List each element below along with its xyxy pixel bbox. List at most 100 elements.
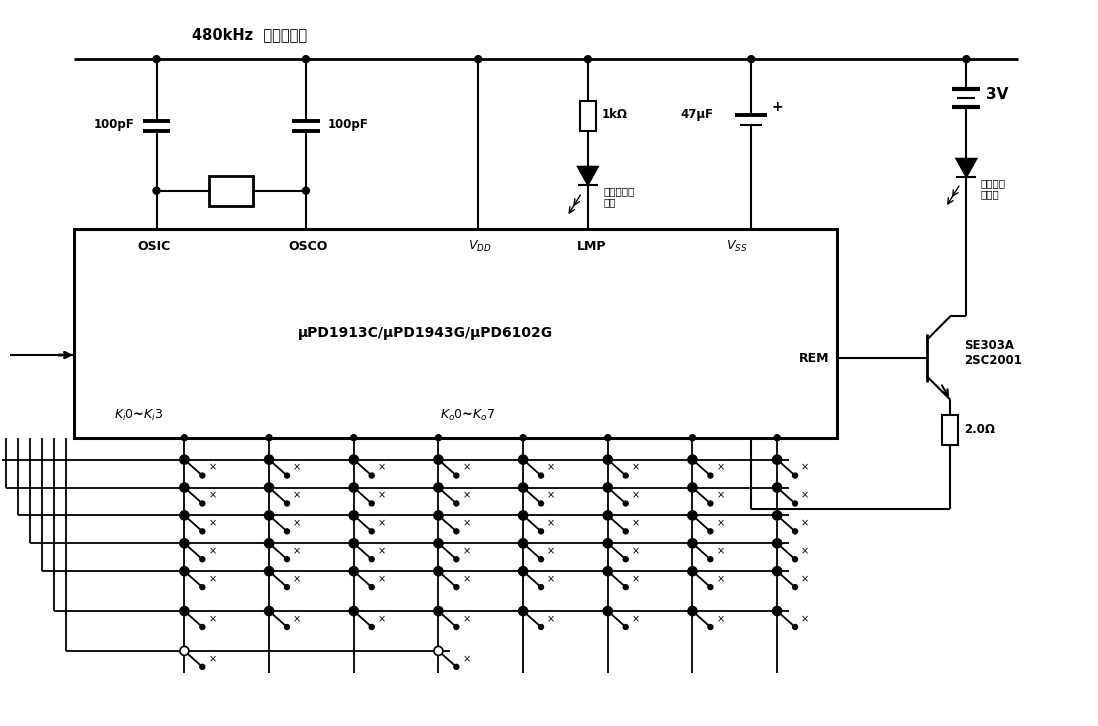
Circle shape: [774, 568, 781, 575]
Circle shape: [624, 584, 628, 590]
Text: 1kΩ: 1kΩ: [602, 108, 628, 121]
Circle shape: [773, 455, 782, 464]
Text: ×: ×: [462, 518, 470, 529]
Circle shape: [181, 512, 188, 519]
Text: 3V: 3V: [986, 86, 1009, 102]
Text: $K_i0$~$K_i3$: $K_i0$~$K_i3$: [114, 408, 164, 423]
Circle shape: [369, 473, 374, 478]
Circle shape: [435, 456, 441, 463]
Circle shape: [435, 568, 441, 575]
Text: ×: ×: [378, 574, 385, 584]
Text: REM: REM: [798, 351, 829, 364]
Circle shape: [688, 483, 697, 492]
Text: ×: ×: [462, 462, 470, 473]
Circle shape: [518, 606, 527, 616]
Circle shape: [200, 529, 205, 534]
Text: ×: ×: [293, 462, 301, 473]
Text: LMP: LMP: [578, 240, 606, 253]
Circle shape: [474, 56, 482, 62]
Circle shape: [708, 501, 713, 506]
Circle shape: [266, 456, 272, 463]
Circle shape: [603, 606, 613, 616]
Circle shape: [350, 540, 357, 547]
Circle shape: [266, 568, 272, 575]
Circle shape: [688, 456, 696, 463]
Circle shape: [434, 567, 442, 576]
Circle shape: [349, 606, 358, 616]
Circle shape: [624, 473, 628, 478]
Text: ×: ×: [547, 518, 556, 529]
Circle shape: [708, 473, 713, 478]
Circle shape: [604, 484, 612, 491]
Circle shape: [519, 568, 527, 575]
Text: ×: ×: [293, 546, 301, 556]
Circle shape: [266, 435, 272, 441]
Circle shape: [350, 456, 357, 463]
Circle shape: [369, 624, 374, 629]
Circle shape: [748, 56, 754, 62]
Circle shape: [434, 483, 442, 492]
Text: ×: ×: [716, 518, 725, 529]
Circle shape: [793, 473, 797, 478]
Text: $V_{SS}$: $V_{SS}$: [726, 239, 747, 254]
Circle shape: [350, 568, 357, 575]
Circle shape: [181, 484, 188, 491]
Circle shape: [453, 529, 459, 534]
Circle shape: [774, 608, 781, 614]
Circle shape: [435, 608, 441, 614]
Text: ×: ×: [716, 574, 725, 584]
Text: +: +: [771, 100, 783, 114]
Circle shape: [180, 455, 189, 464]
Text: ×: ×: [631, 546, 640, 556]
Circle shape: [793, 624, 797, 629]
Circle shape: [434, 646, 442, 656]
Circle shape: [774, 456, 781, 463]
Circle shape: [624, 529, 628, 534]
Circle shape: [181, 568, 188, 575]
Text: ×: ×: [547, 614, 556, 624]
Circle shape: [774, 540, 781, 547]
Circle shape: [774, 484, 781, 491]
Circle shape: [434, 511, 442, 520]
Bar: [580, 101, 596, 131]
Circle shape: [519, 540, 527, 547]
Circle shape: [349, 483, 358, 492]
Circle shape: [302, 56, 310, 62]
Circle shape: [688, 455, 697, 464]
Circle shape: [435, 540, 441, 547]
Circle shape: [604, 456, 612, 463]
Circle shape: [180, 539, 189, 548]
Text: ×: ×: [631, 491, 640, 500]
Circle shape: [436, 435, 441, 441]
Circle shape: [688, 606, 697, 616]
Text: ×: ×: [209, 546, 216, 556]
Text: OSIC: OSIC: [137, 240, 170, 253]
Circle shape: [773, 511, 782, 520]
Circle shape: [520, 435, 526, 441]
Circle shape: [350, 484, 357, 491]
Text: 2.0Ω: 2.0Ω: [964, 423, 996, 436]
Circle shape: [349, 567, 358, 576]
Circle shape: [688, 567, 697, 576]
Circle shape: [284, 557, 290, 562]
Circle shape: [538, 584, 544, 590]
Circle shape: [708, 557, 713, 562]
Circle shape: [284, 584, 290, 590]
Text: ×: ×: [209, 491, 216, 500]
Circle shape: [181, 435, 188, 441]
Circle shape: [265, 483, 273, 492]
Text: ×: ×: [631, 462, 640, 473]
Text: ×: ×: [209, 462, 216, 473]
Text: 红外发光
二极管: 红外发光 二极管: [981, 178, 1006, 200]
Text: OSCO: OSCO: [289, 240, 327, 253]
Circle shape: [435, 484, 441, 491]
Text: 发光二极管
指示: 发光二极管 指示: [604, 186, 635, 208]
Circle shape: [538, 501, 544, 506]
Circle shape: [708, 584, 713, 590]
Circle shape: [453, 473, 459, 478]
Circle shape: [181, 608, 188, 614]
Text: ×: ×: [802, 546, 809, 556]
Text: 480kHz  陶瓷谐振器: 480kHz 陶瓷谐振器: [191, 27, 306, 42]
Text: ×: ×: [462, 491, 470, 500]
Text: μPD1913C/μPD1943G/μPD6102G: μPD1913C/μPD1943G/μPD6102G: [298, 326, 553, 340]
